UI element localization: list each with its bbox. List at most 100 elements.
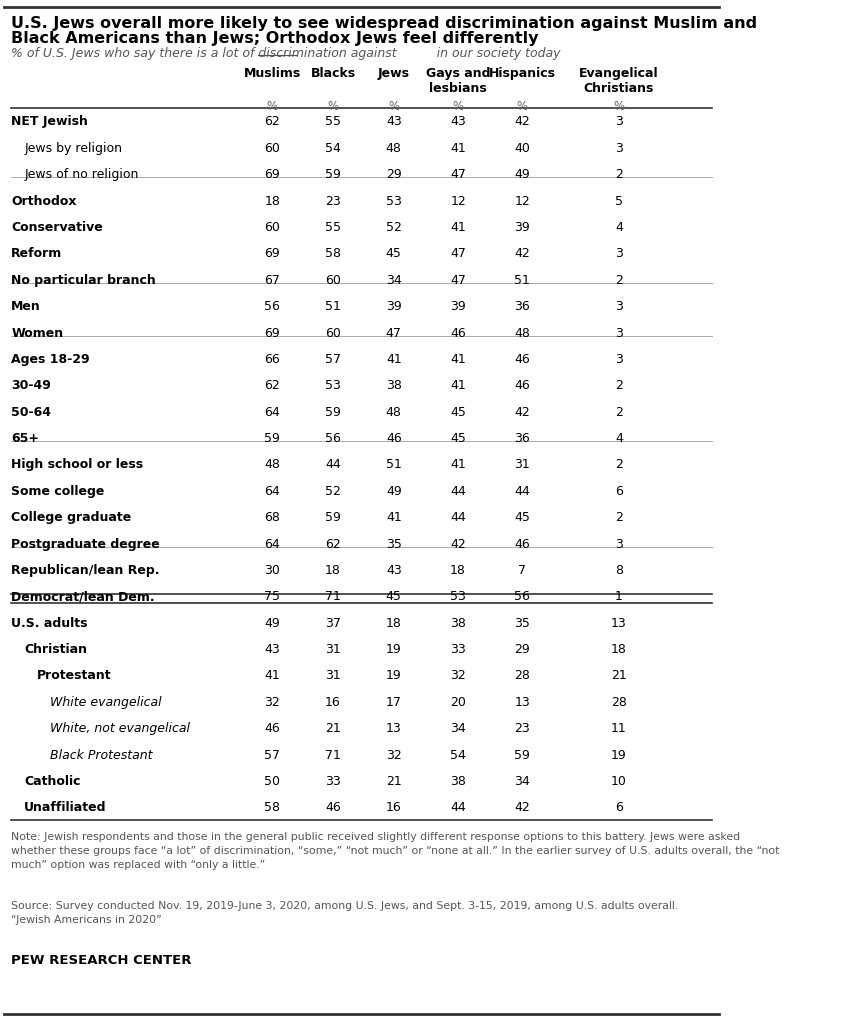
Text: 38: 38 (386, 380, 402, 392)
Text: 44: 44 (450, 512, 466, 524)
Text: 57: 57 (264, 749, 280, 761)
Text: 29: 29 (386, 168, 402, 181)
Text: Note: Jewish respondents and those in the general public received slightly diffe: Note: Jewish respondents and those in th… (11, 832, 780, 870)
Text: 37: 37 (325, 617, 341, 630)
Text: 38: 38 (450, 775, 466, 788)
Text: 54: 54 (450, 749, 466, 761)
Text: 46: 46 (450, 326, 466, 340)
Text: Protestant: Protestant (37, 669, 111, 682)
Text: 40: 40 (515, 142, 530, 154)
Text: 75: 75 (264, 590, 280, 604)
Text: 50: 50 (264, 775, 280, 788)
Text: 53: 53 (450, 590, 466, 604)
Text: 42: 42 (515, 406, 530, 418)
Text: 1: 1 (615, 590, 623, 604)
Text: 32: 32 (264, 696, 280, 709)
Text: 7: 7 (518, 564, 527, 577)
Text: U.S. adults: U.S. adults (11, 617, 88, 630)
Text: Evangelical
Christians: Evangelical Christians (579, 68, 659, 95)
Text: % of U.S. Jews who say there is a lot of discrimination against          in our : % of U.S. Jews who say there is a lot of… (11, 47, 560, 59)
Text: 56: 56 (325, 432, 341, 445)
Text: 3: 3 (615, 248, 623, 261)
Text: 57: 57 (325, 353, 341, 366)
Text: 41: 41 (386, 353, 402, 366)
Text: 39: 39 (450, 300, 466, 313)
Text: Blacks: Blacks (311, 68, 355, 80)
Text: Some college: Some college (11, 485, 105, 498)
Text: 71: 71 (325, 590, 341, 604)
Text: 53: 53 (325, 380, 341, 392)
Text: NET Jewish: NET Jewish (11, 116, 88, 129)
Text: Orthodox: Orthodox (11, 194, 77, 208)
Text: 19: 19 (386, 669, 402, 682)
Text: 56: 56 (515, 590, 530, 604)
Text: 46: 46 (515, 380, 530, 392)
Text: 60: 60 (264, 221, 280, 234)
Text: 46: 46 (515, 537, 530, 550)
Text: 69: 69 (264, 326, 280, 340)
Text: 18: 18 (264, 194, 280, 208)
Text: 35: 35 (515, 617, 530, 630)
Text: 64: 64 (264, 485, 280, 498)
Text: 46: 46 (515, 353, 530, 366)
Text: 66: 66 (264, 353, 280, 366)
Text: 59: 59 (515, 749, 530, 761)
Text: 28: 28 (515, 669, 530, 682)
Text: 44: 44 (450, 485, 466, 498)
Text: 62: 62 (325, 537, 341, 550)
Text: 10: 10 (611, 775, 627, 788)
Text: 32: 32 (386, 749, 402, 761)
Text: 12: 12 (515, 194, 530, 208)
Text: 47: 47 (450, 248, 466, 261)
Text: No particular branch: No particular branch (11, 274, 156, 286)
Text: 43: 43 (264, 643, 280, 656)
Text: 29: 29 (515, 643, 530, 656)
Text: 59: 59 (264, 432, 280, 445)
Text: 56: 56 (264, 300, 280, 313)
Text: 50-64: 50-64 (11, 406, 51, 418)
Text: 51: 51 (325, 300, 341, 313)
Text: 60: 60 (264, 142, 280, 154)
Text: 19: 19 (611, 749, 627, 761)
Text: 43: 43 (386, 564, 402, 577)
Text: 58: 58 (264, 801, 280, 814)
Text: 2: 2 (615, 274, 623, 286)
Text: 3: 3 (615, 353, 623, 366)
Text: 58: 58 (325, 248, 341, 261)
Text: 34: 34 (386, 274, 402, 286)
Text: 21: 21 (325, 722, 341, 736)
Text: Muslims: Muslims (244, 68, 300, 80)
Text: 44: 44 (450, 801, 466, 814)
Text: 2: 2 (615, 406, 623, 418)
Text: 55: 55 (325, 221, 341, 234)
Text: 11: 11 (611, 722, 627, 736)
Text: Jews of no religion: Jews of no religion (24, 168, 138, 181)
Text: 59: 59 (325, 168, 341, 181)
Text: 47: 47 (450, 274, 466, 286)
Text: 6: 6 (615, 485, 623, 498)
Text: 16: 16 (386, 801, 402, 814)
Text: White, not evangelical: White, not evangelical (50, 722, 190, 736)
Text: %: % (267, 99, 278, 113)
Text: 3: 3 (615, 537, 623, 550)
Text: 67: 67 (264, 274, 280, 286)
Text: 69: 69 (264, 168, 280, 181)
Text: 16: 16 (325, 696, 341, 709)
Text: 38: 38 (450, 617, 466, 630)
Text: 42: 42 (515, 801, 530, 814)
Text: 43: 43 (386, 116, 402, 129)
Text: 30-49: 30-49 (11, 380, 51, 392)
Text: 21: 21 (386, 775, 402, 788)
Text: Jews: Jews (378, 68, 409, 80)
Text: Democrat/lean Dem.: Democrat/lean Dem. (11, 590, 155, 604)
Text: 52: 52 (325, 485, 341, 498)
Text: 23: 23 (325, 194, 341, 208)
Text: Ages 18-29: Ages 18-29 (11, 353, 90, 366)
Text: 18: 18 (450, 564, 466, 577)
Text: 41: 41 (450, 458, 466, 472)
Text: 33: 33 (450, 643, 466, 656)
Text: 42: 42 (515, 116, 530, 129)
Text: 34: 34 (450, 722, 466, 736)
Text: 41: 41 (450, 380, 466, 392)
Text: %: % (388, 99, 399, 113)
